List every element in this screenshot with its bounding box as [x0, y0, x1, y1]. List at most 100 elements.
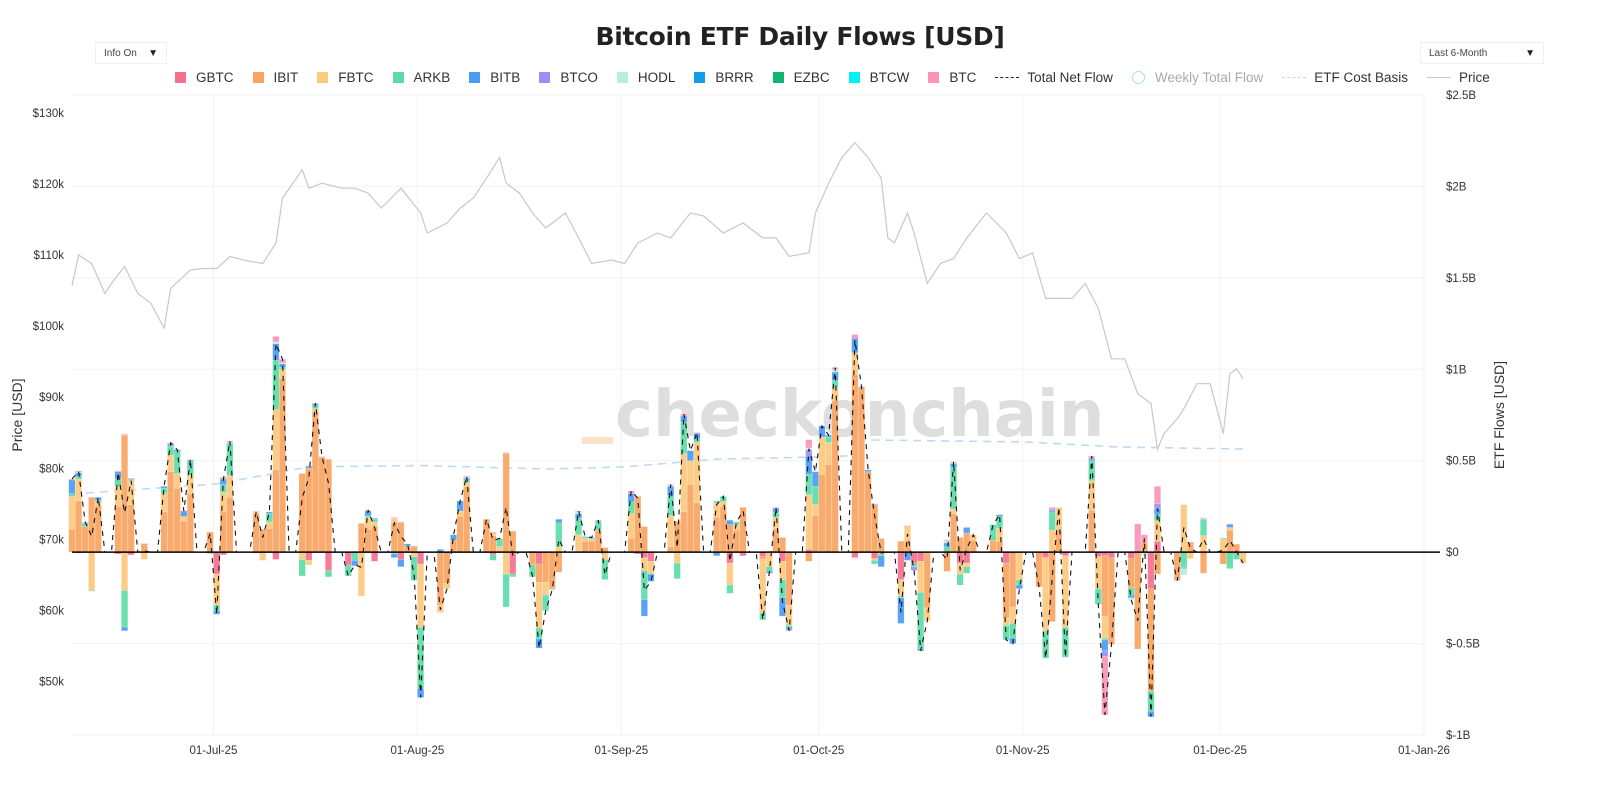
- legend-item-btc[interactable]: BTC: [928, 70, 976, 85]
- bar-btc-2025-11-18: [1134, 523, 1142, 553]
- bar-fbtc-2025-11-26: [1186, 551, 1194, 559]
- checkonchain-watermark: checkonchain: [582, 378, 1104, 452]
- legend-item-bitb[interactable]: BITB: [469, 70, 520, 85]
- bar-ibit-2025-06-11: [81, 526, 89, 553]
- bar-stack-2025-09-30: [811, 471, 819, 553]
- legend-swatch-icon: [392, 72, 404, 83]
- bar-bitb-2025-06-23: [160, 486, 168, 489]
- flow-axis-tick-label: $0: [1446, 547, 1459, 559]
- bar-ibit-2025-10-07: [857, 387, 865, 553]
- bar-arkb-2025-11-17: [1127, 587, 1135, 596]
- legend-item-etf-cost-basis[interactable]: ETF Cost Basis: [1282, 70, 1408, 85]
- legend-swatch-icon: [928, 72, 940, 83]
- bar-fbtc-2025-07-25: [371, 521, 379, 527]
- bar-arkb-2025-07-22: [351, 551, 359, 561]
- time-range-dropdown[interactable]: Last 6-Month ▼: [1420, 42, 1544, 64]
- legend-label: Weekly Total Flow: [1154, 70, 1264, 85]
- bar-fbtc-2025-06-17: [121, 551, 129, 591]
- bar-btc-2025-10-20: [943, 540, 951, 542]
- bar-ibit-2025-12-01: [1219, 551, 1227, 565]
- legend-item-ibit[interactable]: IBIT: [252, 70, 298, 85]
- legend-swatch-icon: [772, 72, 784, 83]
- x-axis-tick-label: 01-Jan-26: [1398, 745, 1450, 757]
- legend-item-btco[interactable]: BTCO: [539, 70, 598, 85]
- bar-stack-2025-09-05: [647, 551, 655, 582]
- bar-stack-2025-09-02: [627, 490, 635, 553]
- price-axis-tick-label: $120k: [33, 179, 65, 191]
- legend-item-arkb[interactable]: ARKB: [392, 70, 450, 85]
- bar-arkb-2025-10-20: [943, 546, 951, 553]
- bar-bitb-2025-07-29: [397, 559, 405, 568]
- bar-fbtc-2025-11-05: [1048, 529, 1056, 553]
- bar-fbtc-2025-12-04: [1239, 551, 1247, 564]
- bar-ibit-2025-06-26: [180, 520, 188, 553]
- bar-stack-2025-08-13: [496, 538, 504, 553]
- bar-hodl-2025-11-25: [1180, 568, 1188, 576]
- bar-fbtc-2025-12-02: [1226, 527, 1234, 531]
- chart-legend: GBTC IBIT FBTC ARKB BITB BTCO HODL BRRR EZBC BTCW…: [175, 70, 1509, 85]
- bar-ibit-2025-09-25: [779, 537, 786, 553]
- bar-bitb-2025-06-26: [180, 510, 188, 517]
- legend-item-hodl[interactable]: HODL: [616, 70, 676, 85]
- bar-fbtc-2025-10-01: [818, 436, 826, 475]
- bar-btc-2025-10-14: [904, 525, 911, 527]
- bar-btc-2025-09-12: [693, 432, 701, 434]
- bar-fbtc-2025-09-24: [772, 517, 780, 529]
- bar-stack-2025-08-18: [529, 550, 536, 578]
- bar-fbtc-2025-10-29: [1002, 617, 1010, 626]
- bar-gbtc-2025-10-23: [963, 551, 971, 564]
- bar-stack-2025-08-11: [482, 518, 490, 553]
- bar-ibit-2025-07-11: [278, 378, 286, 553]
- legend-item-gbtc[interactable]: GBTC: [175, 70, 234, 85]
- bar-bitb-2025-07-09: [265, 511, 273, 514]
- bar-ibit-2025-11-14: [1107, 557, 1115, 645]
- legend-item-btcw[interactable]: BTCW: [848, 70, 909, 85]
- x-axis-tick-label: 01-Nov-25: [996, 745, 1050, 757]
- bar-arkb-2025-11-05: [1048, 511, 1056, 531]
- bar-ibit-2025-09-30: [811, 515, 819, 553]
- bar-btco-2025-11-21: [1154, 503, 1161, 509]
- legend-swatch-icon: [469, 72, 481, 83]
- legend-item-price[interactable]: Price: [1426, 70, 1490, 85]
- x-axis-tick-label: 01-Dec-25: [1193, 745, 1247, 757]
- bar-arkb-2025-10-09: [871, 560, 879, 565]
- flow-axis-tick-label: $1.5B: [1446, 273, 1476, 285]
- bar-bitb-2025-09-05: [647, 573, 655, 582]
- right-axis-title: ETF Flows [USD]: [1491, 361, 1507, 469]
- bar-gbtc-2025-07-29: [397, 551, 405, 560]
- bar-ibit-2025-06-09: [68, 529, 76, 553]
- legend-item-weekly-total-flow[interactable]: Weekly Total Flow: [1131, 70, 1264, 85]
- bar-ibit-2025-12-02: [1226, 529, 1234, 553]
- bar-stack-2025-08-21: [548, 551, 556, 590]
- bar-stack-2025-08-25: [575, 510, 582, 553]
- bar-fbtc-2025-12-01: [1219, 538, 1227, 553]
- bar-ibit-2025-09-26: [785, 551, 793, 606]
- bar-ibit-2025-10-30: [1009, 553, 1017, 608]
- bar-stack-2025-09-08: [667, 484, 675, 553]
- bar-ibit-2025-06-12: [88, 497, 96, 553]
- legend-item-total-net-flow[interactable]: Total Net Flow: [995, 70, 1113, 85]
- legend-item-brrr[interactable]: BRRR: [694, 70, 754, 85]
- bar-arkb-2025-07-18: [325, 570, 332, 578]
- bar-stack-2025-09-25: [779, 537, 786, 617]
- bar-stack-2025-06-10: [75, 470, 82, 554]
- bar-stack-2025-09-24: [772, 507, 780, 553]
- bar-arkb-2025-10-27: [989, 524, 997, 541]
- bar-fbtc-2025-10-31: [1015, 551, 1023, 580]
- legend-label: HODL: [637, 70, 676, 85]
- info-toggle-dropdown[interactable]: Info On ▼: [95, 42, 167, 64]
- bar-stack-2025-07-21: [344, 551, 352, 577]
- price-axis-tick-label: $80k: [39, 463, 64, 475]
- price-axis-tick-label: $50k: [39, 677, 64, 689]
- bar-ibit-2025-09-04: [640, 526, 648, 553]
- chevron-down-icon: ▼: [148, 47, 158, 59]
- left-axis-title: Price [USD]: [9, 378, 25, 451]
- legend-item-fbtc[interactable]: FBTC: [317, 70, 374, 85]
- bar-gbtc-2025-11-04: [1042, 551, 1050, 558]
- bar-bitb-2025-12-02: [1226, 523, 1234, 528]
- legend-item-ezbc[interactable]: EZBC: [772, 70, 830, 85]
- bar-gbtc-2025-09-25: [779, 551, 786, 562]
- bar-stack-2025-10-02: [825, 434, 832, 553]
- bar-ibit-2025-08-26: [581, 540, 589, 553]
- bar-btc-2025-08-08: [463, 476, 471, 478]
